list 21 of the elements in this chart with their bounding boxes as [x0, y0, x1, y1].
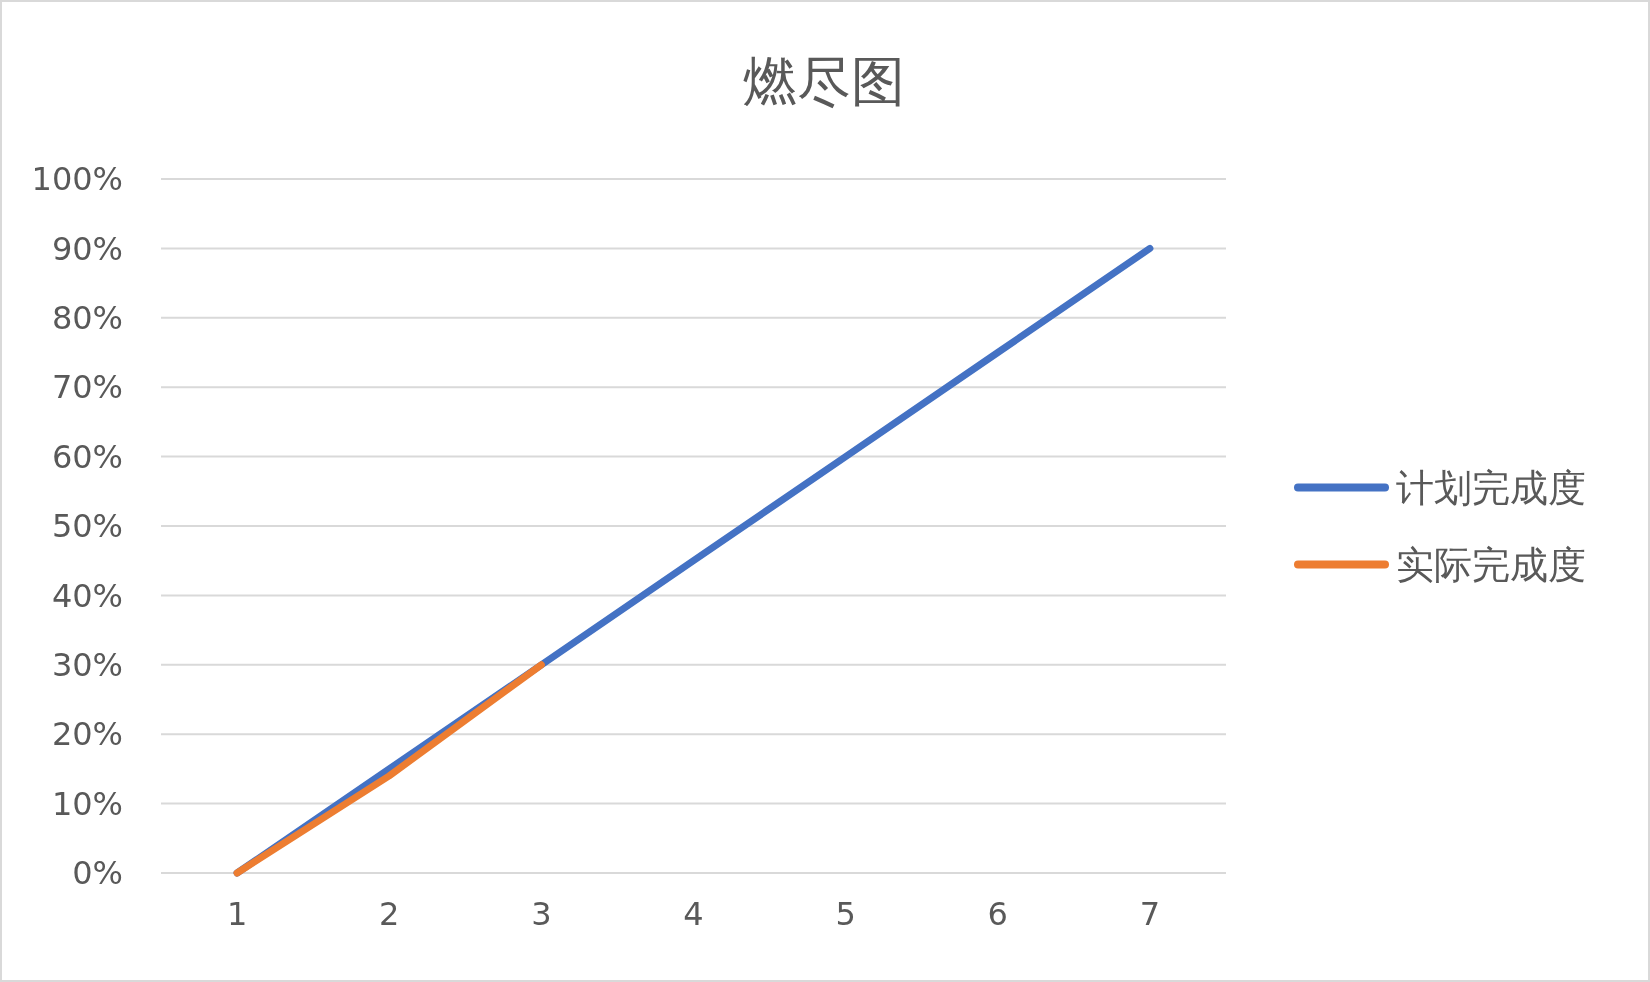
legend-label: 实际完成度 — [1396, 542, 1586, 587]
x-tick-label: 3 — [531, 895, 552, 933]
y-tick-label: 80% — [51, 299, 123, 337]
y-tick-label: 20% — [51, 715, 123, 754]
y-tick-label: 60% — [51, 437, 123, 476]
y-tick-label: 50% — [51, 507, 123, 546]
y-tick-label: 30% — [51, 646, 123, 684]
x-tick-label: 4 — [683, 895, 704, 933]
legend-label: 计划完成度 — [1396, 465, 1586, 510]
y-tick-label: 10% — [51, 784, 123, 823]
y-tick-label: 90% — [51, 229, 123, 268]
y-tick-label: 70% — [51, 368, 123, 407]
x-tick-label: 7 — [1139, 895, 1161, 933]
x-tick-label: 1 — [226, 895, 248, 933]
y-tick-label: 100% — [31, 160, 123, 199]
x-tick-label: 2 — [379, 895, 400, 933]
y-tick-label: 0% — [72, 854, 123, 893]
chart-title: 燃尽图 — [743, 50, 905, 113]
x-tick-label: 5 — [835, 895, 856, 933]
y-tick-label: 40% — [51, 576, 123, 615]
x-tick-label: 6 — [987, 895, 1008, 933]
